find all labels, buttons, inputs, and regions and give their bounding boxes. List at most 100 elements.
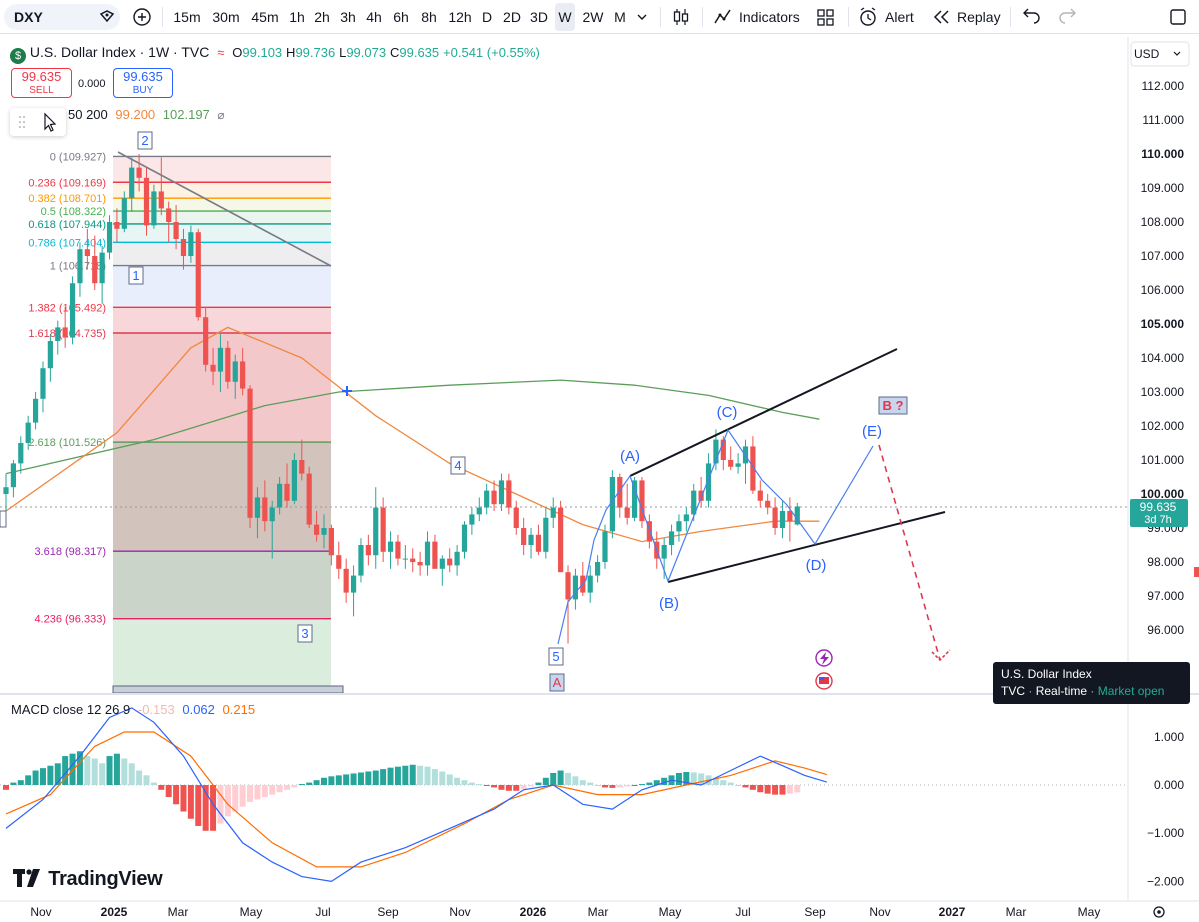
- macd-histogram-bar: [439, 771, 446, 785]
- candle-body: [158, 191, 164, 209]
- interval-2d[interactable]: 2D: [503, 9, 521, 25]
- macd-histogram-bar: [446, 774, 453, 785]
- macd-axis-label: 1.000: [1154, 730, 1184, 744]
- sell-button[interactable]: 99.635 SELL: [11, 68, 72, 98]
- macd-histogram-bar: [54, 763, 61, 785]
- fib-level-label: 0 (109.927): [50, 151, 106, 163]
- redo-icon[interactable]: [1055, 0, 1079, 34]
- symbol-search[interactable]: DXY: [4, 4, 120, 30]
- macd-signal-line: [5, 731, 827, 868]
- candle-body: [350, 575, 357, 593]
- edge-marker: [1194, 567, 1199, 577]
- macd-histogram-bar: [350, 773, 357, 785]
- spread-value: 0.000: [78, 78, 106, 90]
- interval-d[interactable]: D: [481, 9, 493, 25]
- macd-histogram-bar: [313, 780, 320, 785]
- undo-icon[interactable]: [1020, 0, 1044, 34]
- indicators-button[interactable]: Indicators: [710, 0, 802, 34]
- candle: [513, 500, 519, 535]
- interval-m[interactable]: M: [614, 9, 626, 25]
- macd-histogram-bar: [483, 785, 490, 786]
- tooltip-mode: Real-time: [1035, 684, 1088, 698]
- candle: [188, 225, 194, 263]
- macd-histogram-bar: [158, 785, 165, 790]
- fullscreen-icon[interactable]: [1166, 0, 1190, 34]
- macd-histogram-bar: [224, 785, 231, 817]
- ma-legend[interactable]: 50 200 99.200 102.197 ⌀: [68, 107, 225, 122]
- ma50-value: 99.200: [115, 107, 156, 122]
- buy-button[interactable]: 99.635 BUY: [113, 68, 173, 98]
- candles-icon[interactable]: [668, 0, 694, 34]
- interval-3d[interactable]: 3D: [530, 9, 548, 25]
- macd-histogram-bar: [409, 764, 416, 785]
- macd-legend[interactable]: MACD close 12 26 9 -0.153 0.062 0.215: [11, 702, 255, 717]
- interval-1h[interactable]: 1h: [289, 9, 305, 25]
- candle: [380, 497, 386, 562]
- bar-countdown: 3d 7h: [1144, 514, 1172, 526]
- interval-2h[interactable]: 2h: [314, 9, 330, 25]
- candle-body: [432, 541, 438, 569]
- candle-body: [558, 507, 564, 573]
- candle-body: [195, 232, 201, 318]
- wave-label: A: [553, 675, 562, 690]
- candle-body: [646, 521, 652, 542]
- interval-4h[interactable]: 4h: [366, 9, 382, 25]
- add-symbol-icon[interactable]: [128, 0, 156, 34]
- fib-zone: [113, 242, 331, 266]
- price-axis-label: 101.000: [1141, 453, 1185, 467]
- fib-zone: [113, 182, 331, 199]
- upper-wedge-line: [629, 348, 898, 477]
- interval-2w[interactable]: 2W: [582, 9, 604, 25]
- candle-body: [772, 507, 778, 528]
- candle: [757, 480, 763, 508]
- candle-body: [476, 507, 482, 515]
- candle-body: [661, 545, 667, 559]
- tradingview-logo[interactable]: TradingView: [13, 868, 163, 891]
- candle: [750, 436, 756, 494]
- macd-histogram-bar: [113, 753, 120, 785]
- interval-8h[interactable]: 8h: [421, 9, 437, 25]
- macd-title: MACD close 12 26 9: [11, 702, 131, 717]
- candle: [469, 507, 475, 535]
- templates-icon[interactable]: [814, 0, 838, 34]
- candle-body: [380, 507, 386, 552]
- candle-body: [765, 500, 771, 508]
- cursor-icon[interactable]: [10, 108, 66, 136]
- alert-button[interactable]: Alert: [856, 0, 918, 34]
- chevron-down-icon[interactable]: [632, 0, 652, 34]
- interval-12h[interactable]: 12h: [448, 9, 472, 25]
- macd-histogram-bar: [542, 777, 549, 785]
- wave-label-box: [548, 647, 564, 666]
- candle: [528, 528, 534, 559]
- interval-3h[interactable]: 3h: [340, 9, 356, 25]
- candle-body: [277, 483, 283, 508]
- fib-level-label: 0.382 (108.701): [28, 193, 106, 205]
- candle-body: [247, 388, 253, 518]
- interval-w[interactable]: W: [555, 3, 575, 31]
- eye-off-icon[interactable]: ⌀: [217, 108, 225, 122]
- candle: [683, 507, 689, 532]
- candle-body: [543, 517, 549, 552]
- top-toolbar: DXY 15m 30m 45m 1h 2h 3h 4h 6h 8h 12h D 2D 3D W 2W M In…: [0, 0, 1199, 34]
- symbol-settings-icon[interactable]: [96, 0, 118, 34]
- macd-histogram-bar: [335, 775, 342, 785]
- macd-histogram-bar: [476, 784, 483, 786]
- candle-body: [203, 317, 209, 365]
- ohlc-open: 99.103: [242, 45, 283, 60]
- macd-axis-label: −2.000: [1147, 874, 1184, 888]
- macd-histogram-bar: [749, 785, 756, 790]
- candle: [25, 415, 31, 450]
- interval-6h[interactable]: 6h: [393, 9, 409, 25]
- macd-histogram-bar: [143, 775, 150, 785]
- macd-histogram-bar: [239, 785, 246, 807]
- wave-label: 5: [552, 649, 559, 664]
- interval-15m[interactable]: 15m: [173, 9, 201, 25]
- interval-30m[interactable]: 30m: [212, 9, 240, 25]
- replay-button[interactable]: Replay: [930, 0, 1002, 34]
- chart-canvas[interactable]: 0 (109.927) 0.236 (109.169) 0.382 (108.701…: [0, 34, 1199, 922]
- candle: [55, 320, 61, 355]
- drawing-toolbar[interactable]: [10, 108, 66, 136]
- macd-histogram-bar: [550, 772, 557, 785]
- candle: [106, 215, 113, 260]
- interval-45m[interactable]: 45m: [251, 9, 279, 25]
